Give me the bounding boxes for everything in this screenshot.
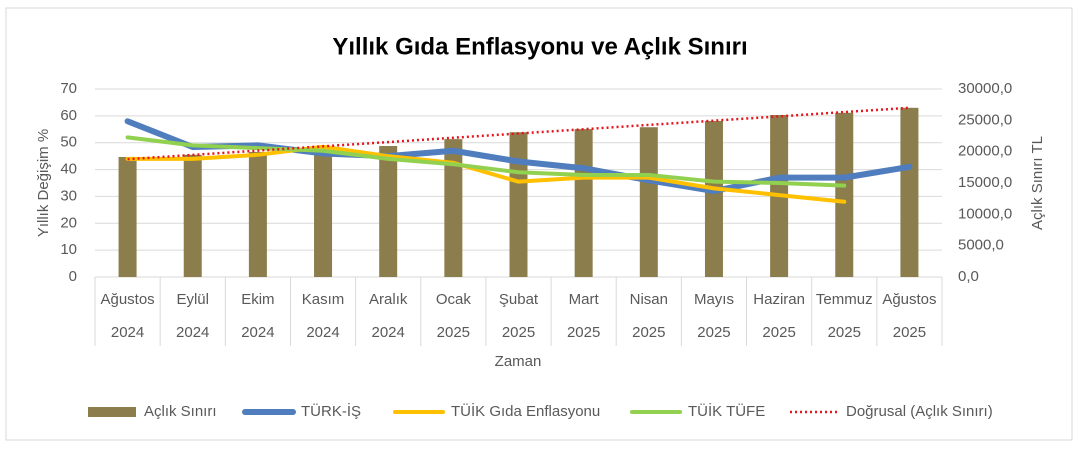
x-tick-label: Ocak: [436, 291, 472, 308]
y-tick-label: 30: [60, 187, 77, 204]
bar: [183, 154, 202, 277]
x-tick-label: 2025: [567, 324, 600, 341]
y2-tick-label: 20000,0: [958, 143, 1012, 160]
bar: [248, 151, 267, 277]
legend-label: Açlık Sınırı: [144, 403, 217, 420]
x-tick-label: Ağustos: [882, 291, 936, 308]
y-tick-label: 10: [60, 241, 77, 258]
chart-title: Yıllık Gıda Enflasyonu ve Açlık Sınırı: [332, 33, 747, 60]
bar: [574, 129, 593, 277]
x-tick-label: Nisan: [630, 291, 668, 308]
legend-label: TÜRK-İŞ: [301, 402, 361, 420]
y2-tick-label: 0,0: [958, 268, 979, 285]
x-tick-label: 2025: [893, 324, 926, 341]
x-tick-label: 2025: [437, 324, 470, 341]
x-tick-label: Mayıs: [694, 291, 734, 308]
x-tick-label: Ekim: [241, 291, 274, 308]
y-axis-title: Yıllık Değişim %: [35, 129, 52, 237]
y2-tick-label: 25000,0: [958, 111, 1012, 128]
y2-axis-title: Açlık Sınırı TL: [1029, 136, 1046, 230]
line: [125, 144, 847, 204]
x-tick-label: Şubat: [499, 291, 539, 308]
x-tick-label: Temmuz: [816, 291, 873, 308]
bar: [314, 150, 333, 277]
x-tick-label: Aralık: [369, 291, 408, 308]
y-tick-label: 40: [60, 161, 77, 178]
x-tick-label: 2024: [241, 324, 274, 341]
bar: [835, 112, 854, 278]
y2-tick-label: 10000,0: [958, 205, 1012, 222]
bar: [379, 146, 398, 277]
x-tick-label: 2025: [632, 324, 665, 341]
y-tick-label: 60: [60, 107, 77, 124]
bar: [704, 120, 723, 278]
y-tick-label: 70: [60, 80, 77, 97]
x-tick-label: Eylül: [176, 291, 209, 308]
x-tick-label: 2024: [176, 324, 209, 341]
x-tick-label: 2025: [828, 324, 861, 341]
legend-swatch: [88, 407, 136, 417]
bar: [444, 139, 463, 277]
line: [125, 135, 847, 188]
x-tick-label: 2024: [111, 324, 144, 341]
x-tick-label: 2025: [502, 324, 535, 341]
y2-tick-label: 15000,0: [958, 174, 1012, 191]
y2-tick-label: 30000,0: [958, 80, 1012, 97]
y-tick-label: 20: [60, 214, 77, 231]
x-tick-label: 2024: [372, 324, 405, 341]
y2-tick-label: 5000,0: [958, 237, 1004, 254]
bar: [118, 156, 137, 277]
x-tick-label: Kasım: [302, 291, 345, 308]
y-tick-label: 0: [69, 268, 77, 285]
x-tick-label: 2025: [762, 324, 795, 341]
x-tick-label: 2024: [306, 324, 339, 341]
bar: [639, 127, 658, 277]
legend-label: TÜİK TÜFE: [688, 402, 765, 420]
legend-label: Doğrusal (Açlık Sınırı): [846, 403, 993, 420]
y-tick-label: 50: [60, 134, 77, 151]
line: [124, 118, 913, 195]
line: [127, 106, 910, 161]
x-tick-label: 2025: [697, 324, 730, 341]
x-axis-title: Zaman: [495, 353, 542, 370]
bar: [509, 132, 528, 277]
x-tick-label: Ağustos: [100, 291, 154, 308]
legend-label: TÜİK Gıda Enflasyonu: [451, 402, 600, 420]
chart-frame: [5, 7, 1073, 441]
x-tick-label: Haziran: [753, 291, 805, 308]
bar: [900, 107, 919, 277]
x-tick-label: Mart: [569, 291, 600, 308]
